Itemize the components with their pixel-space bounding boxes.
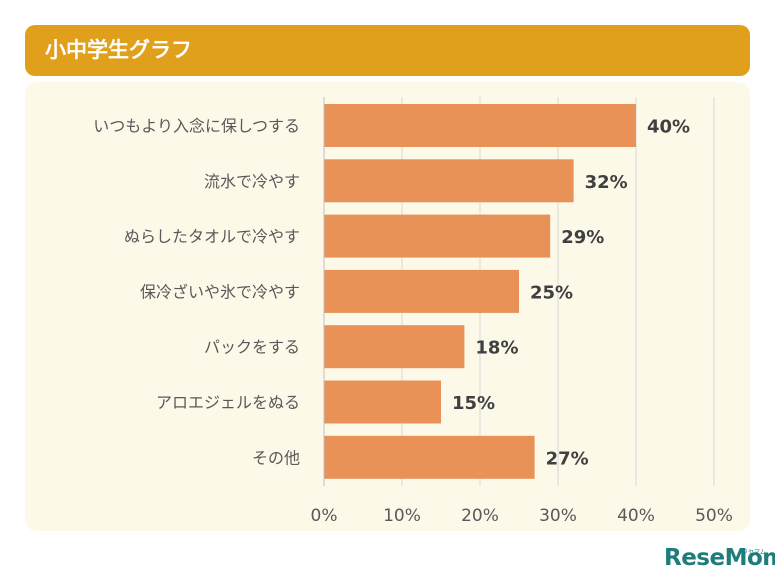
bar-6 [324, 435, 535, 479]
x-tick-label-20: 20% [461, 506, 499, 526]
x-tick-label-30: 30% [539, 506, 577, 526]
value-label-6: 27% [546, 448, 589, 469]
bar-5 [324, 380, 441, 424]
resemom-logo: ReseMom [664, 545, 775, 571]
chart-header: 小中学生グラフ [25, 25, 750, 76]
category-label-0: いつもより入念に保しつする [93, 117, 300, 136]
x-tick-label-0: 0% [311, 506, 338, 526]
value-label-2: 29% [561, 227, 604, 248]
resemom-logo-kana: リセマム [742, 549, 767, 556]
category-label-3: 保冷ざいや氷で冷やす [140, 282, 300, 301]
value-label-5: 15% [452, 393, 495, 414]
x-tick-label-40: 40% [617, 506, 655, 526]
bar-0 [324, 104, 636, 147]
value-label-0: 40% [647, 117, 690, 138]
category-label-4: パックをする [204, 338, 300, 357]
bar-2 [324, 214, 551, 258]
category-label-5: アロエジェルをぬる [156, 393, 300, 412]
category-label-6: その他 [252, 448, 300, 467]
value-label-4: 18% [475, 338, 518, 359]
chart-title: 小中学生グラフ [45, 38, 192, 62]
bar-4 [324, 325, 465, 369]
bar-3 [324, 269, 519, 313]
x-tick-label-10: 10% [383, 506, 421, 526]
bar-1 [324, 159, 574, 203]
value-label-1: 32% [585, 172, 628, 193]
x-tick-label-50: 50% [695, 506, 733, 526]
category-label-1: 流水で冷やす [204, 172, 300, 191]
category-label-2: ぬらしたタオルで冷やす [124, 227, 300, 246]
value-label-3: 25% [530, 282, 573, 303]
